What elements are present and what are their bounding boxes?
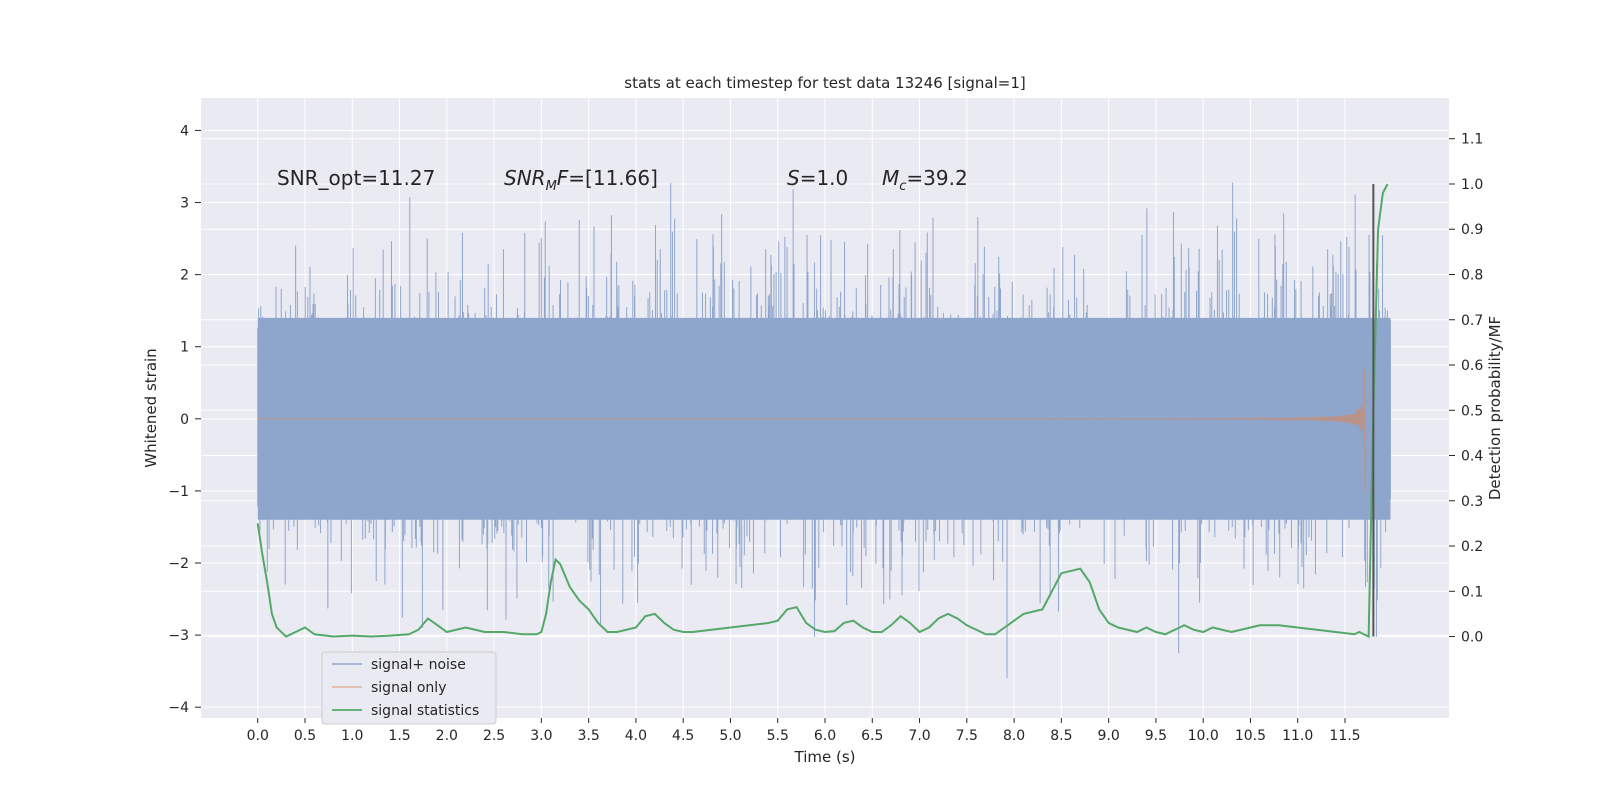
series-signal-statistics [256, 183, 1389, 639]
y-right-tick-label: 1.1 [1461, 132, 1483, 148]
legend: signal+ noise signal only signal statist… [321, 651, 497, 725]
y-right-tick-label: 0.5 [1461, 403, 1483, 419]
x-tick-label: 1.0 [341, 728, 363, 744]
y-left-tick-label: −3 [168, 628, 189, 644]
y-right-tick-label: 0.4 [1461, 449, 1483, 465]
x-tick-label: 5.5 [767, 728, 789, 744]
x-tick-label: 0.0 [247, 728, 269, 744]
y-right-tick-label: 1.0 [1461, 177, 1483, 193]
y-left-tick-label: −4 [168, 700, 189, 716]
x-tick-label: 8.5 [1050, 728, 1072, 744]
y-right-tick-label: 0.0 [1461, 630, 1483, 646]
x-tick-label: 10.5 [1235, 728, 1266, 744]
y-right-tick-label: 0.2 [1461, 539, 1483, 555]
signal-statistics-trace [256, 183, 1389, 639]
series-signal-only [257, 369, 1369, 494]
y-left-axis-ticks: 4 3 2 1 0 −1 −2 −3 −4 [168, 123, 201, 716]
y-left-tick-label: 3 [180, 196, 189, 212]
x-axis-ticks: 0.0 0.5 1.0 1.5 2.0 2.5 3.0 3.5 4.0 4.5 5.0 5.5 6.0 6… [247, 718, 1361, 744]
y-left-tick-label: 4 [180, 123, 189, 139]
x-tick-label: 7.0 [908, 728, 930, 744]
x-tick-label: 4.5 [672, 728, 694, 744]
y-left-tick-label: 0 [180, 412, 189, 428]
x-tick-label: 7.5 [956, 728, 978, 744]
legend-label-signal-statistics: signal statistics [371, 703, 479, 719]
annotation-snr-opt: SNR_opt=11.27 [277, 166, 435, 190]
y-left-tick-label: 2 [180, 268, 189, 284]
annotation-mc: Mc=39.2 [882, 166, 968, 194]
x-tick-label: 9.0 [1098, 728, 1120, 744]
y-right-tick-label: 0.7 [1461, 313, 1483, 329]
x-tick-label: 11.0 [1282, 728, 1313, 744]
x-tick-label: 6.5 [861, 728, 883, 744]
y-left-axis-label: Whitened strain [142, 348, 160, 467]
y-right-tick-label: 0.1 [1461, 584, 1483, 600]
x-axis-label: Time (s) [794, 748, 856, 766]
legend-box [321, 651, 497, 725]
y-right-tick-label: 0.8 [1461, 267, 1483, 283]
x-tick-label: 2.5 [483, 728, 505, 744]
x-tick-label: 0.5 [294, 728, 316, 744]
legend-label-signal-only: signal only [371, 680, 446, 696]
x-tick-label: 3.5 [578, 728, 600, 744]
x-tick-label: 1.5 [388, 728, 410, 744]
x-tick-label: 5.0 [719, 728, 741, 744]
x-tick-label: 8.0 [1003, 728, 1025, 744]
y-left-tick-label: −2 [168, 556, 189, 572]
y-right-axis-ticks: 1.1 1.0 0.9 0.8 0.7 0.6 0.5 0.4 0.3 0.2 0.1 0.0 [1449, 132, 1483, 646]
y-right-tick-label: 0.6 [1461, 358, 1483, 374]
annotation-s: S=1.0 [787, 166, 848, 190]
y-right-axis-label: Detection probability/MF [1486, 316, 1504, 500]
y-right-tick-label: 0.9 [1461, 222, 1483, 238]
y-left-tick-label: −1 [168, 484, 189, 500]
y-right-tick-label: 0.3 [1461, 494, 1483, 510]
x-tick-label: 2.0 [436, 728, 458, 744]
annotation-snr-mf: SNRMF=[11.66] [504, 166, 658, 194]
chart-title: stats at each timestep for test data 132… [624, 74, 1025, 92]
x-tick-label: 3.0 [530, 728, 552, 744]
x-tick-label: 6.0 [814, 728, 836, 744]
legend-label-signal-noise: signal+ noise [371, 657, 466, 673]
signal-only-trace [257, 369, 1369, 494]
x-tick-label: 4.0 [625, 728, 647, 744]
x-tick-label: 11.5 [1329, 728, 1360, 744]
x-tick-label: 9.5 [1145, 728, 1167, 744]
x-tick-label: 10.0 [1188, 728, 1219, 744]
y-left-tick-label: 1 [180, 340, 189, 356]
